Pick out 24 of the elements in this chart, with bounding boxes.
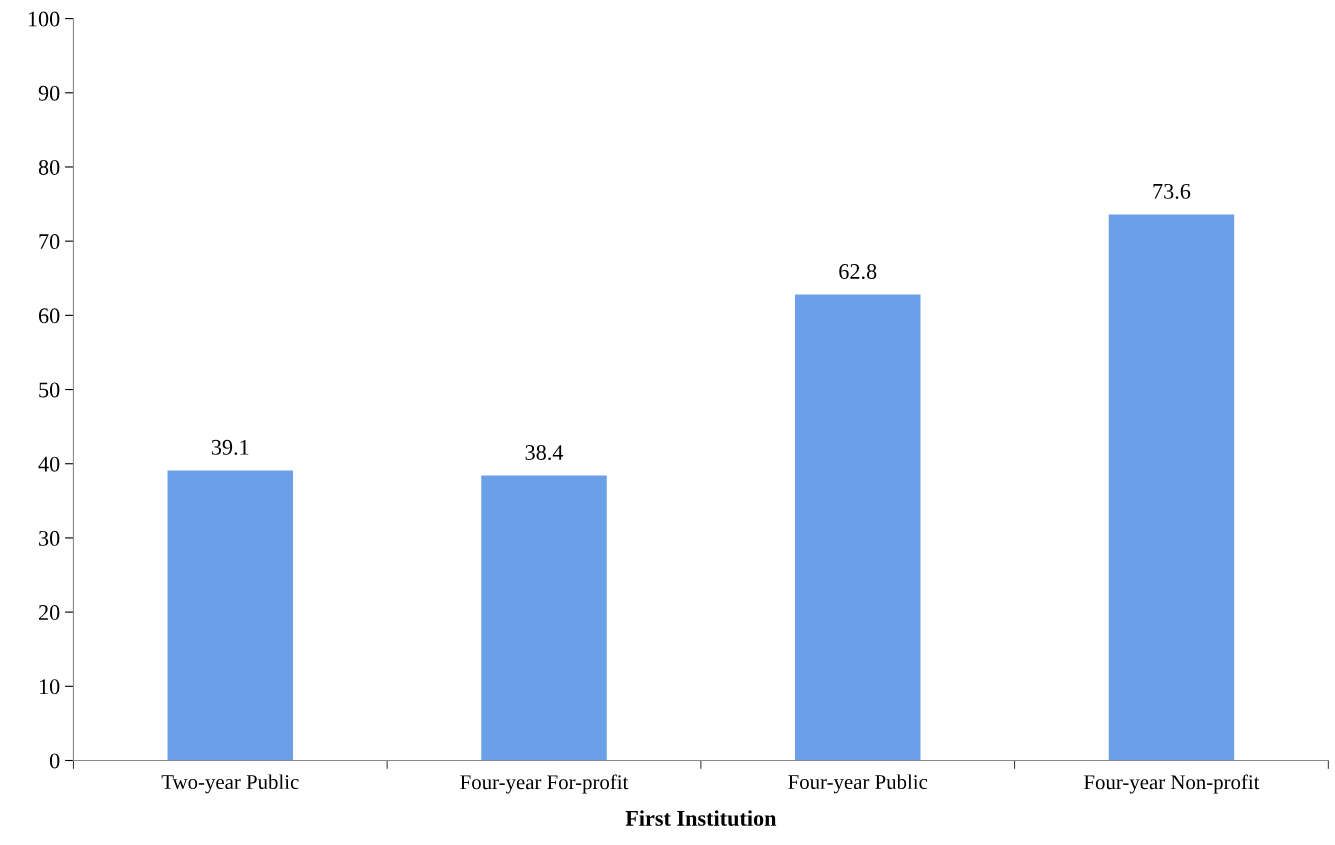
y-tick-label: 90 bbox=[38, 85, 60, 101]
y-tick-label: 0 bbox=[49, 753, 60, 769]
data-label: 39.1 bbox=[211, 439, 249, 455]
y-tick-label: 80 bbox=[38, 159, 60, 175]
x-tick-label: Four-year Non-profit bbox=[1084, 774, 1260, 794]
y-tick-label: 50 bbox=[39, 382, 60, 398]
bar bbox=[794, 294, 921, 761]
data-label: 38.4 bbox=[525, 444, 564, 461]
y-tick-label: 40 bbox=[38, 456, 60, 472]
y-tick-label: 100 bbox=[28, 11, 60, 27]
y-tick-label: 30 bbox=[39, 530, 60, 546]
bar bbox=[481, 475, 607, 761]
y-tick-label: 20 bbox=[38, 605, 60, 621]
x-tick-label: Four-year For-profit bbox=[460, 774, 629, 794]
y-tick-label: 60 bbox=[38, 308, 60, 324]
x-axis-title: First Institution bbox=[625, 810, 777, 826]
data-label: 62.8 bbox=[839, 263, 877, 280]
bar bbox=[167, 470, 294, 761]
y-tick-label: 10 bbox=[39, 679, 60, 695]
x-tick-label: Two-year Public bbox=[161, 774, 299, 794]
y-tick-label: 70 bbox=[39, 234, 60, 250]
data-label: 73.6 bbox=[1153, 183, 1191, 199]
bar bbox=[1108, 214, 1235, 761]
x-tick-label: Four-year Public bbox=[788, 774, 928, 794]
